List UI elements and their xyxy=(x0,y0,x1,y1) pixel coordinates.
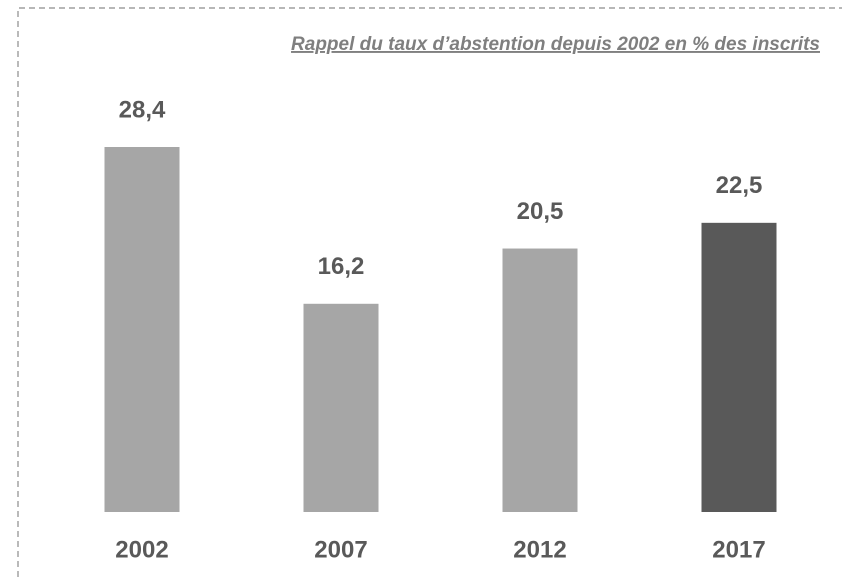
x-tick-label: 2017 xyxy=(712,536,765,563)
bar xyxy=(502,248,578,513)
bar xyxy=(303,303,379,512)
value-label: 16,2 xyxy=(318,253,365,280)
value-label: 28,4 xyxy=(119,96,166,123)
x-tick-label: 2007 xyxy=(314,536,367,563)
bar xyxy=(701,222,777,513)
x-tick-label: 2002 xyxy=(115,536,168,563)
value-label: 22,5 xyxy=(716,172,763,199)
value-label: 20,5 xyxy=(517,198,564,225)
x-tick-label: 2012 xyxy=(513,536,566,563)
bar xyxy=(104,147,180,512)
chart-title: Rappel du taux d’abstention depuis 2002 … xyxy=(291,34,820,55)
